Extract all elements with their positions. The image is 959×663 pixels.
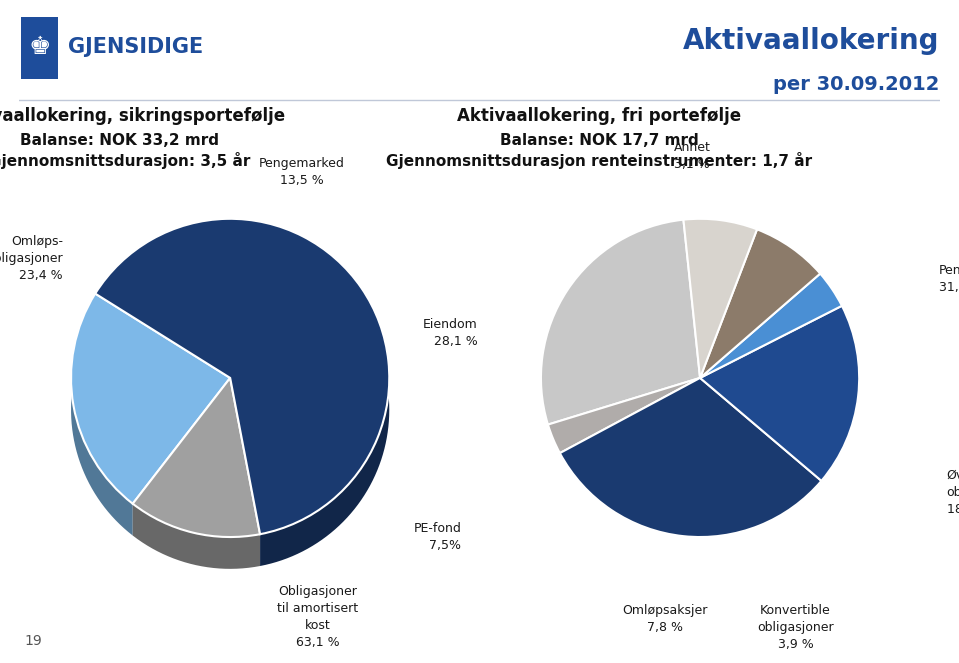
Text: Pengemarked
31,0 %: Pengemarked 31,0 %: [939, 265, 959, 294]
Text: GJENSIDIGE: GJENSIDIGE: [68, 36, 203, 56]
Polygon shape: [95, 219, 389, 566]
Text: ♚: ♚: [28, 34, 51, 58]
Text: Annet
3,1 %: Annet 3,1 %: [673, 141, 711, 171]
Text: Pengemarked
13,5 %: Pengemarked 13,5 %: [259, 157, 344, 187]
Wedge shape: [700, 229, 820, 378]
Text: Gjennomsnittsdurasjon: 3,5 år: Gjennomsnittsdurasjon: 3,5 år: [0, 152, 250, 169]
Wedge shape: [548, 378, 700, 453]
Text: Konvertible
obligasjoner
3,9 %: Konvertible obligasjoner 3,9 %: [758, 604, 834, 651]
Text: Aktivaallokering: Aktivaallokering: [684, 27, 940, 55]
Polygon shape: [71, 294, 132, 536]
Wedge shape: [684, 219, 757, 378]
Wedge shape: [560, 378, 822, 537]
Text: per 30.09.2012: per 30.09.2012: [774, 74, 940, 93]
Text: 19: 19: [24, 634, 42, 648]
Text: Omløps-
obligasjoner
23,4 %: Omløps- obligasjoner 23,4 %: [0, 235, 63, 282]
Text: Øvrige
obligasjoner
18,7 %: Øvrige obligasjoner 18,7 %: [947, 469, 959, 516]
Wedge shape: [71, 294, 230, 504]
Wedge shape: [95, 219, 389, 534]
Polygon shape: [132, 504, 260, 569]
Wedge shape: [541, 219, 700, 424]
Text: Omløpsaksjer
7,8 %: Omløpsaksjer 7,8 %: [622, 604, 708, 634]
Text: Eiendom
28,1 %: Eiendom 28,1 %: [423, 318, 478, 348]
Text: Aktivaallokering, sikringsportefølje: Aktivaallokering, sikringsportefølje: [0, 107, 286, 125]
Text: Obligasjoner
til amortisert
kost
63,1 %: Obligasjoner til amortisert kost 63,1 %: [277, 585, 359, 649]
Text: PE-fond
7,5%: PE-fond 7,5%: [413, 522, 461, 552]
Wedge shape: [700, 306, 859, 481]
Wedge shape: [700, 274, 842, 378]
Text: Balanse: NOK 33,2 mrd: Balanse: NOK 33,2 mrd: [20, 133, 220, 148]
FancyBboxPatch shape: [21, 17, 58, 80]
Wedge shape: [132, 378, 260, 537]
Text: Gjennomsnittsdurasjon renteinstrumenter: 1,7 år: Gjennomsnittsdurasjon renteinstrumenter:…: [386, 152, 812, 169]
Text: Aktivaallokering, fri portefølje: Aktivaallokering, fri portefølje: [457, 107, 741, 125]
Text: Balanse: NOK 17,7 mrd: Balanse: NOK 17,7 mrd: [500, 133, 699, 148]
